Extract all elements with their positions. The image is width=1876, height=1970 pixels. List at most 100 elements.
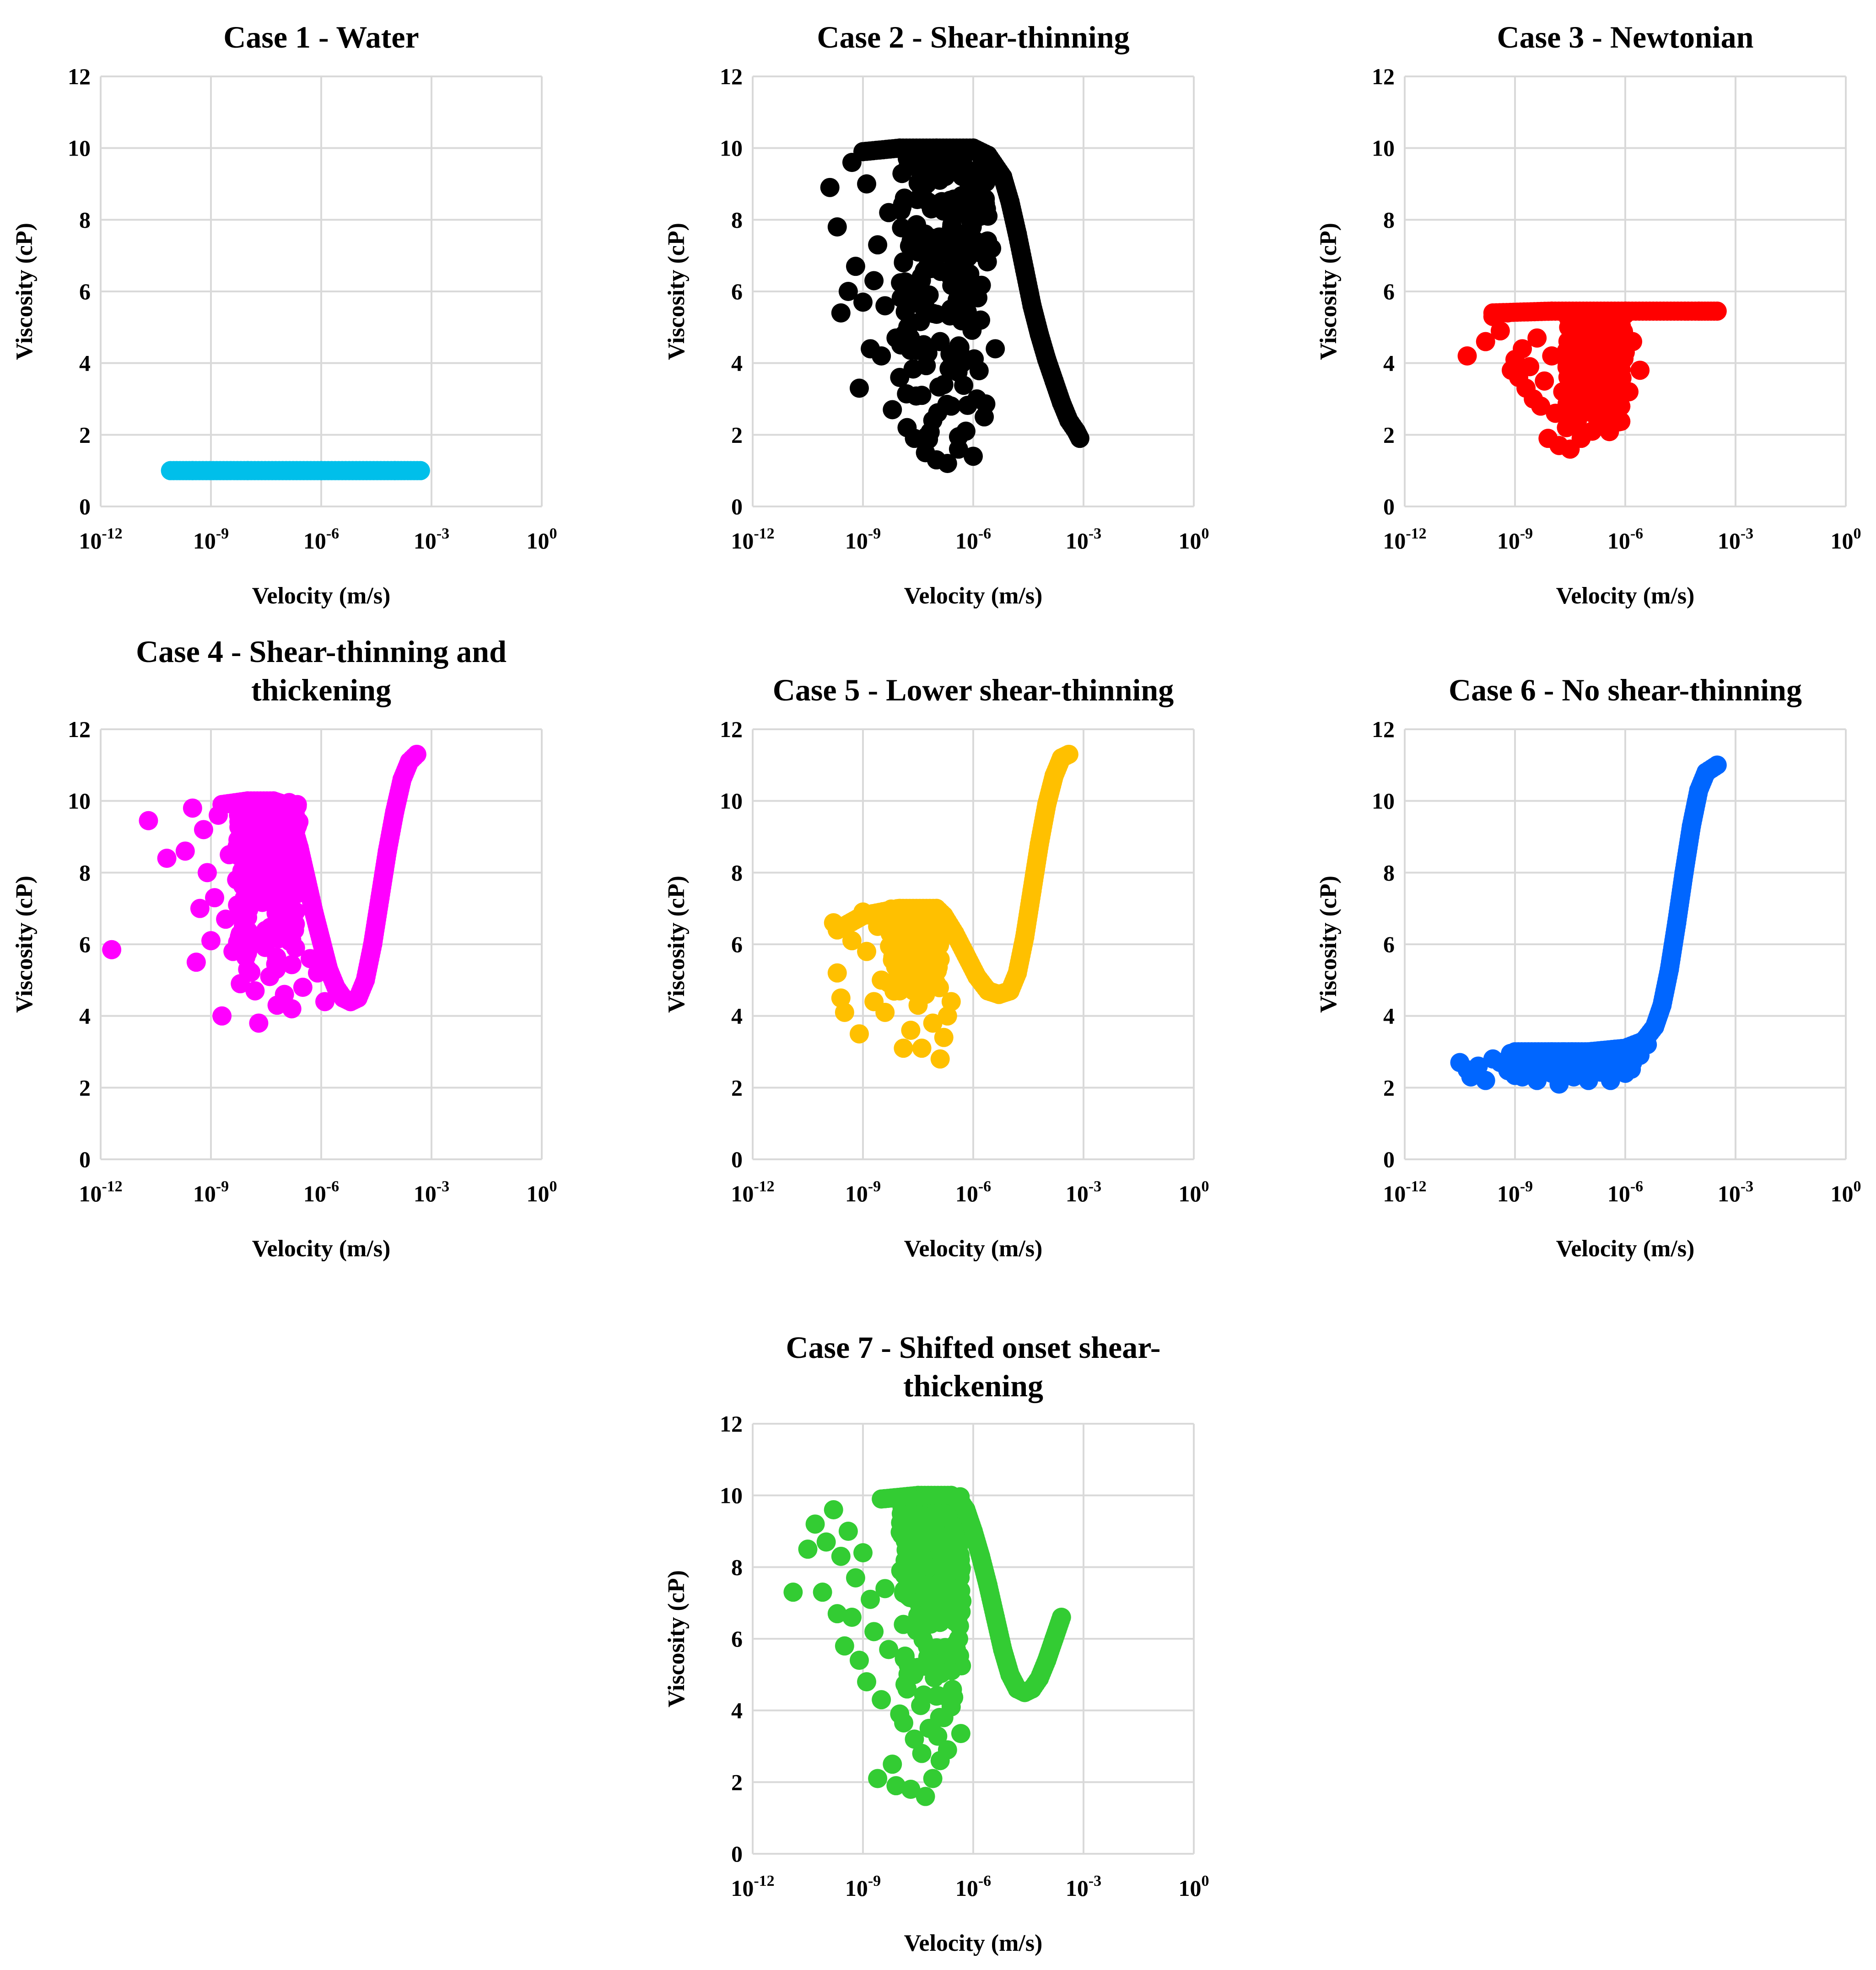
chart-panel-1: Case 1 - Water 0 2 4 6 8 10 12 10-12 10-9 10-6 10-3… <box>11 20 557 609</box>
data-point <box>868 235 888 255</box>
data-point <box>838 1522 858 1541</box>
chart-title: Case 1 - Water <box>223 20 419 54</box>
data-point <box>1535 1049 1554 1069</box>
data-point <box>891 1561 911 1581</box>
x-tick-label: 10-12 <box>731 525 774 554</box>
data-point <box>944 1606 964 1626</box>
data-point <box>1564 319 1584 339</box>
data-point <box>1476 1071 1495 1090</box>
data-point <box>875 1579 895 1599</box>
data-point <box>886 953 906 972</box>
data-point <box>267 947 286 967</box>
data-point <box>282 999 302 1018</box>
x-tick-label: 10-9 <box>1497 1178 1533 1206</box>
data-point <box>827 217 847 237</box>
data-point <box>139 811 158 830</box>
data-point <box>967 389 987 409</box>
x-axis-title: Velocity (m/s) <box>1556 1236 1695 1262</box>
data-point <box>239 899 259 919</box>
y-tick-label: 2 <box>731 1075 743 1100</box>
data-point <box>1457 346 1477 366</box>
data-point <box>942 215 962 235</box>
y-tick-label: 0 <box>1383 1146 1395 1172</box>
data-point <box>1593 353 1613 373</box>
data-point <box>943 1679 962 1699</box>
data-point <box>905 429 924 448</box>
data-point <box>1483 307 1503 326</box>
y-tick-label: 6 <box>1383 931 1395 957</box>
data-point <box>227 870 247 889</box>
x-tick-label: 10-3 <box>1066 1178 1101 1206</box>
data-point <box>912 1744 932 1763</box>
data-point <box>1575 335 1595 355</box>
y-tick-label: 0 <box>731 494 743 519</box>
data-point <box>939 1526 959 1546</box>
data-point <box>861 1589 880 1609</box>
data-point <box>827 963 847 983</box>
data-point <box>962 198 982 218</box>
x-tick-label: 100 <box>1179 1178 1209 1206</box>
data-point <box>201 931 221 951</box>
y-tick-label: 10 <box>1372 788 1395 814</box>
data-point <box>249 1013 269 1033</box>
x-tick-label: 10-12 <box>79 525 122 554</box>
x-tick-label: 10-9 <box>193 525 229 554</box>
data-point <box>910 176 930 195</box>
data-point <box>890 1704 910 1724</box>
data-point <box>934 375 954 394</box>
chart-title: Case 6 - No shear-thinning <box>1449 673 1802 707</box>
chart-title: Case 7 - Shifted onset shear- <box>786 1330 1160 1365</box>
data-point <box>901 1780 921 1799</box>
y-tick-label: 8 <box>79 860 91 885</box>
data-point <box>956 421 976 441</box>
data-point <box>1513 339 1532 359</box>
data-point <box>1549 1074 1569 1094</box>
data-point <box>938 454 957 473</box>
y-tick-label: 8 <box>731 207 743 232</box>
data-point <box>238 959 258 979</box>
data-point <box>831 1546 851 1566</box>
chart-panel-5: Case 5 - Lower shear-thinning 0 2 4 6 8 10 12 10… <box>663 673 1209 1262</box>
data-point <box>971 174 991 194</box>
data-point <box>1568 411 1587 430</box>
data-point <box>1564 364 1584 384</box>
data-point <box>183 798 202 818</box>
data-point <box>102 940 122 959</box>
y-axis-title: Viscosity (cP) <box>11 223 38 360</box>
data-point <box>960 264 980 284</box>
data-point <box>879 1640 899 1659</box>
data-point <box>1051 1608 1071 1627</box>
chart-title: thickening <box>903 1368 1043 1403</box>
x-axis-title: Velocity (m/s) <box>904 1930 1043 1956</box>
data-point <box>947 290 967 310</box>
data-point <box>927 1500 947 1520</box>
y-tick-label: 4 <box>731 1698 743 1723</box>
y-tick-label: 6 <box>1383 279 1395 304</box>
x-tick-label: 100 <box>1179 1873 1209 1901</box>
x-tick-label: 10-6 <box>955 525 991 554</box>
x-tick-label: 10-9 <box>193 1178 229 1206</box>
data-point <box>941 1697 961 1717</box>
data-point <box>271 913 291 932</box>
data-point <box>1520 357 1540 377</box>
data-point <box>1535 371 1554 391</box>
x-tick-label: 10-12 <box>731 1178 774 1206</box>
data-point <box>868 916 888 936</box>
data-point <box>816 1532 836 1552</box>
data-point <box>875 296 895 316</box>
x-tick-label: 10-6 <box>1607 525 1643 554</box>
data-point <box>813 1582 832 1602</box>
x-tick-label: 10-3 <box>414 525 449 554</box>
data-point <box>905 963 924 983</box>
x-tick-label: 10-12 <box>1383 525 1426 554</box>
data-point <box>1612 368 1631 387</box>
data-point <box>186 953 206 972</box>
data-point <box>783 1582 803 1602</box>
y-axis-title: Viscosity (cP) <box>11 876 38 1013</box>
data-point <box>1527 1071 1547 1090</box>
data-point <box>897 935 917 954</box>
data-point <box>197 863 217 883</box>
data-point <box>820 178 840 197</box>
data-point <box>934 1028 954 1047</box>
x-tick-label: 100 <box>1831 1178 1861 1206</box>
